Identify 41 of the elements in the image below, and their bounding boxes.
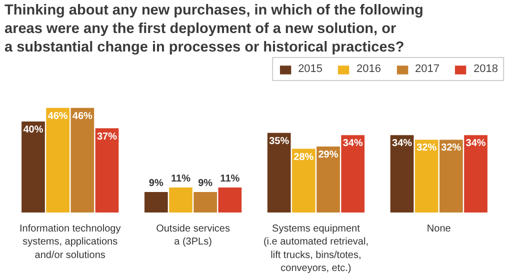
bar [464, 135, 488, 212]
data-label: 32% [416, 142, 437, 154]
bar [414, 140, 438, 212]
x-tick-label: Systems equipment (i.e automated retrieval, lift trucks, bins/totes, conveyors, etc.) [263, 224, 368, 274]
x-tick-label: None [426, 224, 452, 234]
bar [169, 187, 192, 212]
data-label: 34% [466, 138, 486, 150]
data-label: 32% [441, 142, 462, 154]
x-tick-label: Outside services a (3PLs) [156, 224, 230, 248]
legend-label: 2017 [415, 63, 440, 75]
legend-label: 2016 [356, 63, 382, 75]
data-label: 40% [23, 124, 44, 136]
bar [46, 108, 70, 212]
bar [292, 148, 316, 212]
data-label: 9% [198, 178, 213, 190]
bar [144, 192, 168, 212]
data-label: 37% [96, 131, 118, 142]
data-label: 9% [148, 178, 164, 190]
data-label: 29% [318, 150, 338, 161]
chart-title: Thinking about any new purchases, in which of the following areas were any the first deployment of a new solution, or a substantial change in processes or historical practices? [4, 2, 424, 56]
bar [95, 128, 119, 212]
data-label: 46% [48, 110, 68, 122]
data-label: 35% [269, 136, 290, 147]
data-label: 11% [171, 173, 191, 184]
data-label: 11% [220, 173, 240, 184]
bar [218, 187, 242, 212]
bar [267, 132, 291, 212]
bar [70, 108, 94, 212]
data-label: 34% [342, 138, 363, 150]
legend-label: 2015 [298, 63, 323, 75]
data-label: 28% [294, 152, 314, 163]
x-tick-label: Information technology systems, applications and/or solutions [20, 224, 121, 261]
bar [440, 140, 463, 212]
legend-label: 2018 [474, 63, 498, 75]
bar [390, 135, 414, 212]
bar [316, 146, 340, 212]
bar [341, 135, 365, 212]
data-label: 46% [72, 110, 93, 122]
data-label: 34% [392, 138, 412, 150]
bar [194, 192, 218, 212]
bar [22, 121, 45, 212]
